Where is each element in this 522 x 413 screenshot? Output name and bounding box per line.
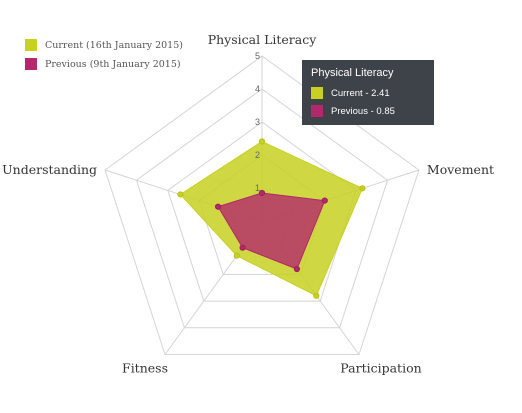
tooltip-row-current: Current - 2.41 <box>311 85 425 101</box>
axis-label-1: Movement <box>427 162 494 177</box>
legend-item-current[interactable]: Current (16th January 2015) <box>25 37 183 53</box>
tooltip-row-previous: Previous - 0.85 <box>311 103 425 119</box>
grid-ring-4 <box>135 88 389 329</box>
data-point-1-3 <box>239 244 246 251</box>
data-point-1-4 <box>214 203 222 210</box>
tick-label-1: 1 <box>255 183 260 193</box>
data-point-0-4 <box>177 191 184 198</box>
series-area-1 <box>217 192 326 270</box>
tooltip-title: Physical Literacy <box>311 67 394 79</box>
legend-swatch-current <box>25 39 37 51</box>
data-point-0-2 <box>313 292 320 299</box>
tick-label-3: 3 <box>255 117 260 127</box>
tooltip-swatch-current <box>311 87 323 99</box>
axis-label-4: Understanding <box>2 162 97 177</box>
data-point-1-2 <box>293 265 301 273</box>
tick-label-5: 5 <box>255 51 260 61</box>
legend-label-previous: Previous (9th January 2015) <box>45 58 181 70</box>
data-point-0-0 <box>258 138 266 145</box>
tooltip-text-current: Current - 2.41 <box>331 87 390 99</box>
axis-label-0: Physical Literacy <box>208 32 318 47</box>
data-point-1-0 <box>258 189 266 197</box>
legend: Current (16th January 2015) Previous (9t… <box>25 37 183 75</box>
tooltip-text-previous: Previous - 0.85 <box>331 105 395 117</box>
axis-label-3: Fitness <box>122 360 168 375</box>
legend-swatch-previous <box>25 58 37 70</box>
axis-label-2: Participation <box>340 360 421 375</box>
tooltip: Physical Literacy Current - 2.41 Previou… <box>302 60 434 125</box>
tick-label-4: 4 <box>255 84 260 94</box>
tooltip-swatch-previous <box>311 105 323 117</box>
legend-label-current: Current (16th January 2015) <box>45 39 183 51</box>
legend-item-previous[interactable]: Previous (9th January 2015) <box>25 56 183 72</box>
tick-label-2: 2 <box>255 150 260 160</box>
data-point-1-1 <box>321 197 328 204</box>
grid-ring-5 <box>104 55 420 355</box>
data-point-0-1 <box>359 185 366 192</box>
data-point-0-3 <box>233 252 240 259</box>
